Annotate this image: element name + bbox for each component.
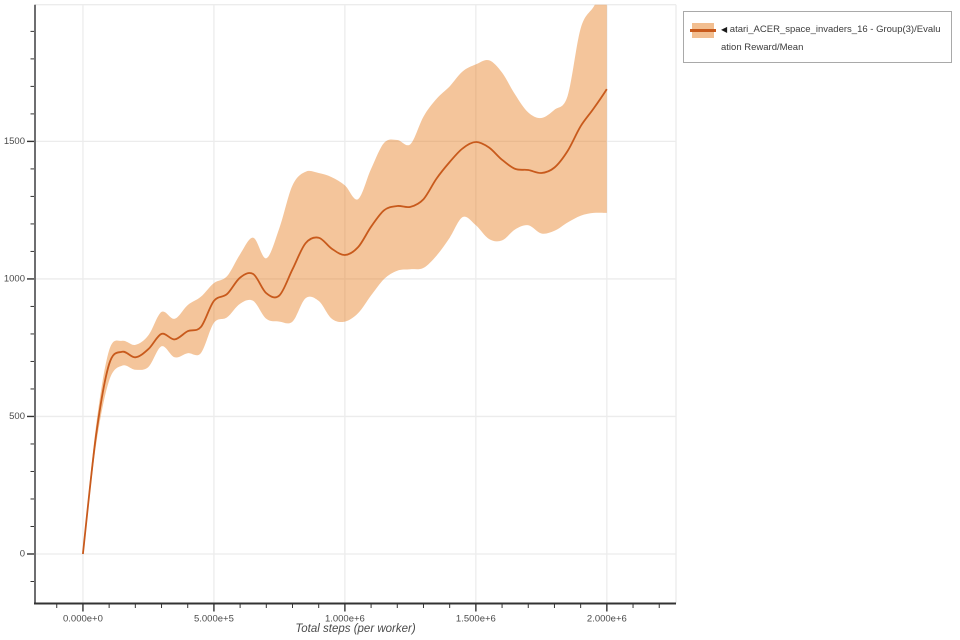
x-tick-label: 1.500e+6 [456, 613, 496, 624]
series-line-icon [690, 29, 716, 32]
legend-box[interactable]: ◀ atari_ACER_space_invaders_16 - Group(3… [683, 11, 952, 63]
series-color-swatch-icon [690, 23, 716, 38]
legend-label: atari_ACER_space_invaders_16 - Group(3)/… [721, 24, 941, 53]
x-tick-label: 2.000e+6 [587, 613, 627, 624]
y-tick-label: 1500 [4, 136, 25, 147]
x-tick-label: 0.000e+0 [63, 613, 103, 624]
x-tick-label: 5.000e+5 [194, 613, 234, 624]
legend-entry[interactable]: ◀ atari_ACER_space_invaders_16 - Group(3… [721, 21, 944, 56]
y-tick-label: 0 [20, 549, 25, 560]
collapse-triangle-icon: ◀ [721, 25, 728, 34]
x-tick-label: 1.000e+6 [325, 613, 365, 624]
y-tick-label: 1000 [4, 273, 25, 284]
x-axis-title: Total steps (per worker) [295, 623, 416, 635]
mean-line[interactable] [82, 88, 608, 555]
y-tick-label: 500 [9, 411, 25, 422]
